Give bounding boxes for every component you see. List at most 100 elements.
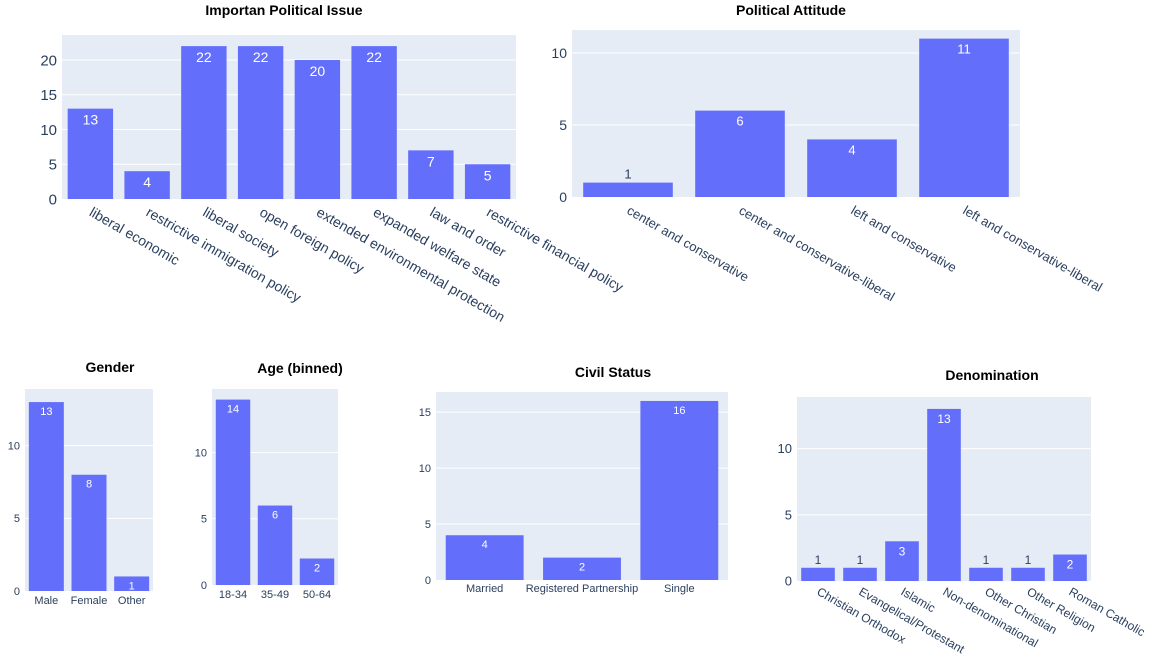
bar [114, 576, 150, 591]
x-tick-label: Other [118, 595, 146, 607]
bar-value-label: 4 [482, 539, 488, 551]
x-tick-label: Female [71, 595, 108, 607]
bar [237, 46, 284, 199]
bar-value-label: 2 [579, 562, 585, 574]
bar-value-label: 22 [196, 49, 212, 65]
x-tick-label: left and conservative-liberal [961, 203, 1106, 295]
bar-value-label: 4 [143, 174, 151, 190]
bar [583, 182, 673, 197]
bar-value-label: 22 [253, 49, 269, 65]
y-tick-label: 5 [14, 513, 20, 525]
bar [408, 150, 454, 199]
chart-title: Age (binned) [257, 360, 343, 376]
bar-value-label: 6 [736, 114, 743, 129]
bar-value-label: 2 [314, 563, 320, 575]
x-tick-label: Married [466, 583, 503, 595]
bar [28, 402, 64, 591]
chart-political-issue: Importan Political Issue0510152013libera… [40, 2, 626, 325]
y-tick-label: 5 [425, 519, 431, 531]
y-tick-label: 0 [14, 586, 20, 598]
chart-age: Age (binned) 0 5 10 14 18-34 6 35-49 2 50-64 [195, 360, 343, 601]
bar-value-label: 11 [957, 42, 971, 57]
bar-value-label: 3 [899, 544, 906, 558]
bar [801, 567, 835, 581]
bar [67, 108, 114, 199]
y-tick-label: 10 [778, 441, 792, 456]
chart-civil-status: Civil Status 0 5 10 15 4 Married 2 Registered Pa… [419, 364, 728, 595]
x-tick-label: 50-64 [303, 589, 331, 601]
x-tick-label: 18-34 [219, 589, 247, 601]
bar [124, 171, 170, 199]
bar [640, 400, 719, 580]
bar [215, 399, 251, 585]
x-tick-label: 35-49 [261, 589, 289, 601]
bar-value-label: 1 [857, 553, 864, 567]
x-tick-label: center and conservative [625, 203, 752, 285]
bar [695, 110, 785, 197]
bar-value-label: 1 [624, 167, 631, 182]
bar [969, 567, 1003, 581]
y-tick-label: 10 [40, 122, 57, 139]
bar [885, 541, 919, 581]
bar-value-label: 1 [815, 553, 822, 567]
bar [927, 408, 961, 581]
chart-title: Importan Political Issue [205, 2, 362, 18]
bar [1011, 567, 1045, 581]
chart-title: Denomination [945, 367, 1038, 383]
y-tick-label: 15 [40, 87, 57, 104]
bar-value-label: 1 [1025, 553, 1032, 567]
bar [71, 474, 107, 591]
bar-value-label: 13 [83, 112, 99, 128]
bar-value-label: 2 [1067, 558, 1074, 572]
chart-title: Civil Status [575, 364, 651, 380]
y-tick-label: 20 [40, 52, 57, 69]
bar [351, 46, 397, 199]
bar [843, 567, 877, 581]
bar [464, 164, 511, 199]
bar-value-label: 1 [983, 553, 990, 567]
y-tick-label: 0 [785, 574, 792, 589]
bar [445, 535, 524, 580]
bar-value-label: 1 [129, 580, 135, 592]
x-tick-label: Registered Partnership [526, 583, 639, 595]
y-tick-label: 10 [8, 441, 20, 453]
y-tick-label: 5 [201, 514, 207, 526]
y-tick-label: 5 [785, 507, 792, 522]
y-tick-label: 0 [559, 189, 567, 205]
bar [919, 38, 1009, 197]
y-tick-label: 5 [49, 157, 57, 174]
y-tick-label: 10 [419, 463, 431, 475]
bar [294, 60, 341, 199]
bar-value-label: 5 [484, 167, 492, 183]
y-tick-label: 0 [201, 580, 207, 592]
x-tick-label: left and conservative [849, 203, 960, 276]
bar-value-label: 8 [86, 479, 92, 491]
y-tick-label: 15 [419, 407, 431, 419]
bar [181, 46, 227, 199]
bar-value-label: 22 [366, 49, 382, 65]
x-tick-label: Male [34, 595, 58, 607]
x-tick-label: open foreign policy [257, 204, 367, 277]
y-tick-label: 10 [195, 447, 207, 459]
bar-value-label: 20 [310, 63, 326, 79]
bar [299, 558, 335, 585]
bar-value-label: 13 [40, 406, 52, 418]
bar-value-label: 14 [227, 404, 239, 416]
y-tick-label: 10 [551, 45, 567, 61]
chart-title: Gender [85, 359, 135, 375]
bar-value-label: 4 [848, 142, 855, 157]
y-tick-label: 0 [425, 575, 431, 587]
bar [257, 505, 293, 585]
bar-value-label: 16 [673, 405, 685, 417]
y-tick-label: 5 [559, 117, 567, 133]
bar-value-label: 13 [937, 412, 951, 426]
bar [807, 139, 897, 197]
bar [1053, 554, 1087, 581]
chart-gender: Gender 0 5 10 13 Male 8 Female 1 Other [8, 359, 153, 607]
chart-title: Political Attitude [736, 2, 846, 18]
bar-value-label: 6 [272, 510, 278, 522]
bar-value-label: 7 [427, 153, 435, 169]
bar [543, 557, 621, 580]
